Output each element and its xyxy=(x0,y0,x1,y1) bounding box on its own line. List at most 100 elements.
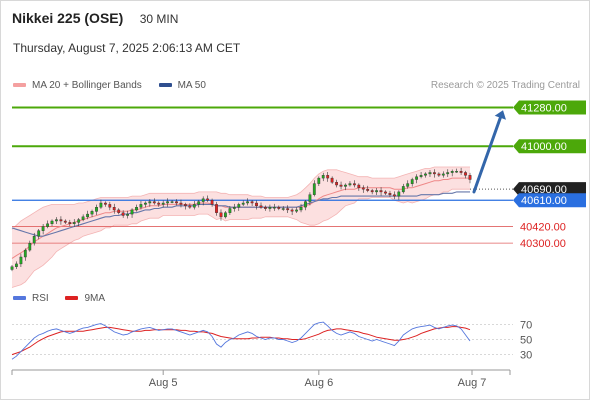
candle-up xyxy=(455,170,458,173)
candle-down xyxy=(357,184,361,188)
candle-up xyxy=(139,204,143,208)
candle-up xyxy=(237,204,241,208)
candle-up xyxy=(50,220,54,224)
legend-rsi-ma: 9MA xyxy=(65,293,105,304)
candle-up xyxy=(321,175,325,179)
candle-down xyxy=(250,201,254,204)
candle-up xyxy=(166,201,169,204)
candle-down xyxy=(215,204,218,213)
candle-up xyxy=(241,202,245,205)
candle-up xyxy=(419,175,423,177)
candle-up xyxy=(295,209,298,212)
candle-up xyxy=(32,235,36,244)
candle-down xyxy=(183,204,187,206)
candle-up xyxy=(81,216,85,220)
candle-up xyxy=(344,184,347,187)
legend-ma20-label: MA 20 + Bollinger Bands xyxy=(32,80,142,91)
candle-down xyxy=(370,190,374,193)
candle-up xyxy=(23,249,27,258)
candle-down xyxy=(179,202,183,205)
candle-down xyxy=(330,177,334,183)
candle-down xyxy=(103,202,107,205)
candle-up xyxy=(446,172,450,175)
candle-down xyxy=(219,212,223,218)
candle-down xyxy=(68,222,72,224)
candle-up xyxy=(304,201,307,208)
level-tag-last: 40690.00 xyxy=(513,182,586,197)
level-label-support: 40300.00 xyxy=(520,238,566,250)
credit-label: Research © 2025 Trading Central xyxy=(430,80,580,91)
candle-up xyxy=(415,176,418,180)
candle-up xyxy=(375,190,378,193)
candle-up xyxy=(317,177,321,184)
legend-ma50-label: MA 50 xyxy=(177,80,206,91)
instrument-title: Nikkei 225 (OSE) xyxy=(12,10,124,26)
candle-up xyxy=(55,219,58,222)
candle-down xyxy=(264,206,267,209)
candle-down xyxy=(290,209,294,212)
candle-up xyxy=(130,209,134,215)
level-tag-target: 41000.00 xyxy=(513,139,586,154)
candle-up xyxy=(135,206,138,211)
legend-rsi-label: RSI xyxy=(32,293,49,304)
candle-up xyxy=(86,213,90,218)
x-tick-label: Aug 7 xyxy=(458,377,487,389)
rsi-legend: RSI 9MA xyxy=(13,293,119,304)
rsi-ma-line xyxy=(11,326,471,356)
candle-up xyxy=(268,206,272,209)
candle-up xyxy=(308,194,312,202)
legend-ma20-swatch xyxy=(13,83,26,88)
candle-up xyxy=(424,173,427,176)
candle-up xyxy=(10,266,14,270)
candle-down xyxy=(384,191,387,194)
legend-ma50-swatch xyxy=(158,83,172,88)
level-tag-target: 41280.00 xyxy=(513,100,586,115)
level-label-last: 40690.00 xyxy=(521,184,567,196)
candle-up xyxy=(223,212,227,218)
candle-up xyxy=(143,202,147,205)
level-label-target: 41280.00 xyxy=(521,102,567,114)
legend-rsi: RSI xyxy=(13,293,49,304)
legend-ma20-bollinger: MA 20 + Bollinger Bands xyxy=(13,80,142,91)
candle-down xyxy=(117,209,121,213)
projection-arrowhead xyxy=(494,110,506,120)
candle-up xyxy=(450,170,454,173)
candle-up xyxy=(90,211,94,215)
level-tag-pivot: 40610.00 xyxy=(513,193,586,208)
candle-down xyxy=(388,193,392,195)
candle-down xyxy=(326,175,330,179)
candle-down xyxy=(188,205,192,208)
candle-down xyxy=(206,198,209,201)
candle-up xyxy=(95,206,98,212)
price-legend: MA 20 + Bollinger Bands MA 50 xyxy=(13,80,220,91)
bollinger-upper-line xyxy=(11,166,470,230)
candle-down xyxy=(433,172,436,175)
candle-down xyxy=(468,175,472,180)
candle-down xyxy=(108,204,112,208)
candle-down xyxy=(459,170,463,173)
rsi-tick-label: 30 xyxy=(520,350,532,362)
x-tick-label: Aug 6 xyxy=(304,377,333,389)
legend-rsi-ma-label: 9MA xyxy=(84,293,106,304)
candle-up xyxy=(441,173,445,176)
candle-down xyxy=(361,187,365,190)
candle-up xyxy=(246,201,249,204)
candle-down xyxy=(353,183,356,186)
rsi-tick-label: 50 xyxy=(520,335,532,347)
candle-down xyxy=(366,188,370,191)
level-label-pivot: 40610.00 xyxy=(521,195,567,207)
candle-down xyxy=(210,199,214,205)
timeframe-label[interactable]: 30 MIN xyxy=(139,12,179,26)
candle-up xyxy=(99,202,103,208)
candle-up xyxy=(148,201,152,204)
candle-up xyxy=(37,230,41,237)
x-tick-label: Aug 5 xyxy=(149,377,178,389)
level-label-support: 40420.00 xyxy=(520,222,566,234)
candle-up xyxy=(197,201,201,205)
candle-down xyxy=(59,219,63,222)
candle-up xyxy=(397,191,401,197)
candle-down xyxy=(157,202,161,205)
candle-up xyxy=(170,201,174,203)
candle-up xyxy=(428,172,432,175)
